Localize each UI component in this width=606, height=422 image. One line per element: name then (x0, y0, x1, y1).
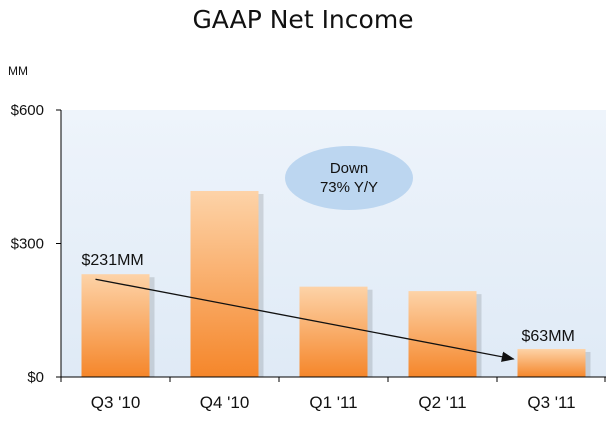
chart-title: GAAP Net Income (192, 5, 414, 34)
x-tick-label: Q4 '10 (200, 393, 250, 412)
bar (81, 274, 150, 377)
callout-line-1: Down (330, 160, 368, 177)
callout-line-2: 73% Y/Y (320, 179, 378, 196)
x-tick-label: Q3 '10 (91, 393, 141, 412)
data-label-start: $231MM (82, 252, 144, 269)
y-tick-label: $600 (11, 102, 44, 119)
y-tick-label: $0 (27, 369, 44, 386)
y-tick-label: $300 (11, 236, 44, 253)
unit-label: MM (8, 64, 28, 78)
bar (190, 190, 259, 377)
bar (299, 286, 368, 377)
bar (517, 348, 586, 377)
bar (408, 291, 477, 377)
x-tick-label: Q1 '11 (309, 393, 357, 412)
callout-bubble (285, 146, 413, 210)
data-label-end: $63MM (522, 328, 575, 345)
trend-arrow (95, 278, 515, 362)
x-tick-label: Q2 '11 (418, 393, 466, 412)
x-tick-label: Q3 '11 (527, 393, 575, 412)
